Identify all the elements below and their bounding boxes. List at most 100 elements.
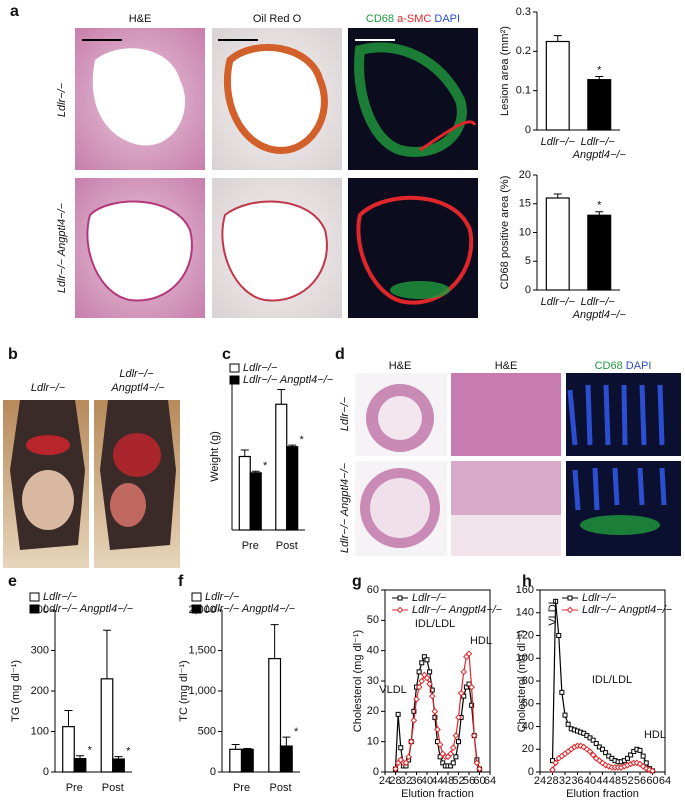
annotation: IDL/LDL: [592, 674, 632, 686]
marker: [562, 712, 568, 718]
significance: *: [597, 200, 602, 212]
bar: [229, 748, 243, 773]
significance: *: [300, 434, 305, 446]
marker: [416, 669, 422, 675]
x-tick-label: 56: [634, 775, 646, 787]
legend-swatch: [191, 592, 202, 602]
x-axis-label: Elution fraction: [566, 788, 639, 800]
error-bar: [240, 449, 249, 457]
image-header: H&E: [129, 13, 152, 25]
panel-label: d: [335, 346, 345, 363]
marker: [427, 669, 433, 675]
legend-swatch: [229, 363, 240, 373]
y-axis-label: TC (mg dl⁻¹): [178, 660, 190, 721]
y-tick-label: 15: [519, 198, 531, 210]
marker: [434, 726, 441, 733]
marker: [469, 702, 475, 708]
marker: [577, 742, 584, 750]
marker: [421, 654, 427, 660]
significance: *: [126, 746, 131, 758]
y-tick-label: 0: [525, 124, 531, 136]
x-tick-label-line: Angptl4−/−: [572, 149, 627, 161]
x-tick-label: 48: [442, 775, 454, 787]
bar: [268, 657, 282, 773]
micrographs-d: [355, 373, 681, 556]
y-tick-label: 0: [210, 766, 216, 778]
legend-marker: [567, 595, 573, 601]
header-word: a-SMC: [397, 13, 431, 25]
x-tick-label-line: Ldlr−/−: [581, 296, 618, 308]
x-tick-label: 36: [410, 775, 422, 787]
error-bar: [553, 35, 562, 42]
x-tick-label-line: Ldlr−/−: [581, 136, 618, 148]
legend-label: Ldlr−/−: [43, 591, 78, 603]
y-tick-label: 120: [516, 629, 534, 641]
legend-label: Ldlr−/−: [205, 591, 240, 603]
y-tick-label: 60: [522, 698, 534, 710]
bar: [100, 678, 114, 773]
y-tick-label: 50: [367, 614, 379, 626]
annotation: IDL/LDL: [415, 618, 455, 630]
y-tick-label: 40: [522, 720, 534, 732]
x-tick-label: 24: [379, 775, 391, 787]
legend-label: Ldlr−/−: [412, 592, 447, 604]
error-bar: [553, 193, 562, 198]
x-tick-label: 56: [463, 775, 475, 787]
marker: [440, 760, 446, 766]
marker: [402, 759, 410, 767]
marker: [465, 650, 473, 658]
marker: [429, 687, 435, 693]
y-tick-label: 200: [31, 685, 49, 697]
y-axis-label: Cholesterol (mg dl⁻¹): [516, 630, 528, 732]
marker: [549, 766, 556, 774]
y-tick-label: 100: [516, 652, 534, 664]
panel-label: e: [8, 573, 17, 590]
marker: [418, 677, 426, 685]
legend-label: Ldlr−/− Angptl4−/−: [412, 604, 503, 616]
significance: *: [263, 460, 268, 472]
x-tick-label: Post: [269, 782, 291, 794]
x-tick-label: Ldlr−/− Angptl4−/−: [572, 296, 627, 321]
legend-swatch: [229, 375, 240, 385]
marker: [559, 689, 565, 695]
marker: [589, 751, 597, 759]
error-bar: [243, 748, 252, 750]
marker: [448, 763, 454, 769]
header-word: CD68: [366, 13, 394, 25]
marker: [552, 759, 559, 767]
x-tick-label: 40: [421, 775, 433, 787]
x-tick-label: 40: [584, 775, 596, 787]
marker: [642, 765, 650, 772]
x-tick-label: Ldlr−/−: [541, 296, 576, 308]
marker: [649, 767, 656, 775]
x-tick-label: 44: [596, 775, 608, 787]
y-tick-label: 140: [516, 607, 534, 619]
legend-swatch: [29, 592, 40, 602]
marker: [590, 737, 596, 743]
y-tick-label: 0: [528, 766, 534, 778]
panel-label: f: [178, 573, 184, 590]
marker: [392, 765, 399, 773]
y-tick-label: 0: [525, 284, 531, 296]
bar: [249, 472, 262, 531]
error-bar: [76, 755, 85, 759]
x-tick-label-line: Ldlr−/−: [541, 136, 576, 148]
legend-marker: [396, 606, 404, 614]
image-header: CD68 DAPI: [595, 360, 652, 372]
row-label: Ldlr−/−: [339, 396, 351, 431]
marker: [436, 741, 444, 749]
error-bar: [114, 756, 123, 760]
header-word: DAPI: [626, 360, 652, 372]
y-tick-label: 80: [522, 675, 534, 687]
marker: [640, 753, 646, 759]
marker: [456, 739, 461, 745]
y-axis-label: Lesion area (mm²): [499, 26, 511, 116]
x-tick-label: 52: [621, 775, 633, 787]
bar: [112, 758, 125, 773]
error-bar: [277, 389, 286, 405]
legend-label: Ldlr−/− Angptl4−/−: [243, 374, 334, 386]
panel-label: c: [222, 346, 231, 363]
x-tick-label-line: Ldlr−/−: [541, 296, 576, 308]
annotation: VLDL: [379, 684, 407, 696]
